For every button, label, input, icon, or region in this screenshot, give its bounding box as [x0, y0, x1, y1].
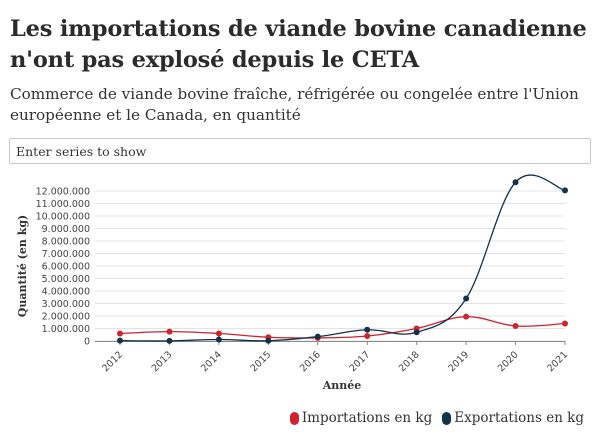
x-tick-label: 2020	[496, 349, 521, 374]
data-point-exportations-2015[interactable]	[265, 337, 272, 344]
data-point-importations-2012[interactable]	[117, 330, 123, 337]
y-tick-label: 3.000.000	[42, 299, 90, 310]
x-axis-title: Année	[322, 379, 362, 392]
data-point-importations-2014[interactable]	[215, 330, 222, 337]
series-lines	[117, 174, 568, 344]
legend-swatch	[442, 411, 452, 425]
data-point-exportations-2012[interactable]	[117, 337, 123, 344]
data-point-importations-2019[interactable]	[463, 313, 470, 320]
legend-label: Exportations en kg	[454, 410, 584, 426]
series-filter-input[interactable]	[10, 139, 590, 163]
data-point-exportations-2016[interactable]	[314, 333, 321, 340]
grid-lines	[95, 190, 565, 342]
x-tick-label: 2013	[150, 349, 175, 374]
chart-title: Les importations de viande bovine canadi…	[10, 16, 587, 73]
data-point-exportations-2021[interactable]	[562, 187, 568, 194]
legend-item-importations[interactable]: Importations en kg	[289, 410, 433, 426]
legend-item-exportations[interactable]: Exportations en kg	[442, 410, 584, 426]
data-point-exportations-2017[interactable]	[364, 326, 371, 333]
y-tick-label: 1.000.000	[42, 324, 90, 335]
data-point-exportations-2018[interactable]	[413, 329, 420, 336]
x-tick-label: 2015	[249, 349, 274, 374]
x-tick-label: 2019	[446, 349, 471, 374]
x-tick-label: 2012	[100, 349, 125, 374]
data-point-importations-2013[interactable]	[166, 328, 173, 335]
x-tick-label: 2014	[199, 349, 224, 374]
y-tick-label: 0	[84, 337, 90, 348]
x-axis-ticks: 2012 2013 2014 2015 2016 2017 2018 2019 2020 2021	[100, 341, 570, 374]
x-tick-label: 2018	[397, 349, 422, 374]
chart-subtitle: Commerce de viande bovine fraîche, réfri…	[10, 85, 579, 124]
data-point-importations-2017[interactable]	[364, 333, 371, 339]
chart-legend: Importations en kg Exportations en kg	[289, 410, 584, 426]
y-tick-label: 4.000.000	[42, 287, 90, 298]
data-point-exportations-2013[interactable]	[166, 337, 173, 344]
y-tick-label: 11.000.000	[36, 199, 90, 210]
y-tick-label: 12.000.000	[36, 187, 90, 198]
y-axis-title: Quantité (en kg)	[16, 215, 29, 317]
x-tick-label: 2017	[347, 349, 372, 374]
series-line-importations	[119, 315, 566, 339]
data-point-importations-2021[interactable]	[562, 320, 568, 327]
legend-label: Importations en kg	[301, 410, 433, 426]
legend-swatch	[289, 411, 299, 425]
x-tick-label: 2016	[298, 349, 323, 374]
series-filter-box[interactable]	[9, 138, 591, 164]
y-tick-label: 2.000.000	[42, 312, 90, 323]
y-tick-label: 7.000.000	[42, 249, 90, 260]
series-line-exportations	[119, 174, 566, 342]
data-point-exportations-2020[interactable]	[512, 179, 519, 186]
y-tick-label: 9.000.000	[42, 224, 90, 235]
x-tick-label: 2021	[545, 349, 570, 374]
y-tick-label: 5.000.000	[42, 274, 90, 285]
y-tick-label: 10.000.000	[36, 212, 90, 223]
data-point-importations-2020[interactable]	[512, 323, 519, 329]
y-tick-label: 6.000.000	[42, 262, 90, 273]
y-tick-label: 8.000.000	[42, 237, 90, 248]
data-point-exportations-2014[interactable]	[215, 336, 222, 343]
data-point-exportations-2019[interactable]	[463, 295, 470, 302]
